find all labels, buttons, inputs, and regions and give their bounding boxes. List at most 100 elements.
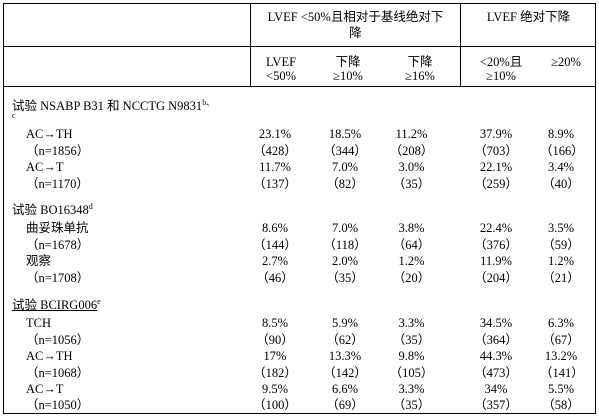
col5-header: ≥20% [551,55,581,69]
arm-sample-size: （n=1856） [26,143,90,158]
percent-cell: 8.6% [261,221,289,236]
count-cell: （364） [474,332,518,347]
trial-heading: 试验 NSABP B31 和 NCCTG N9831b、 [12,97,215,113]
percent-cell: 23.1% [258,127,292,142]
count-cell: （90） [256,332,294,347]
col3-header-line2: ≥16% [405,69,435,83]
arm-name: 曲妥珠单抗 [26,221,89,236]
trial-title: 试验 BO16348 [12,203,89,217]
count-cell: （142） [323,365,367,380]
percent-cell: 7.0% [331,160,359,175]
col2-header-line1: 下降 [335,55,361,69]
count-cell: （20） [392,270,431,285]
percent-cell: 11.7% [259,160,291,175]
header-group1-line2: 降 [349,26,362,40]
percent-cell: 8.5% [261,316,289,331]
count-cell: （82） [326,176,364,191]
col4-header-line1: <20%且 [479,55,523,69]
count-cell: （35） [392,176,431,191]
count-cell: （141） [540,365,584,380]
trial-footnote-marker: e [97,296,101,306]
header-group2: LVEF 绝对下降 [486,10,571,24]
count-cell: （208） [389,143,434,158]
count-cell: （137） [253,176,297,191]
percent-cell: 22.4% [479,221,513,236]
count-cell: （35） [326,270,364,285]
trial-heading: 试验 BCIRG006e [12,296,101,312]
percent-cell: 6.3% [547,316,575,331]
percent-cell: 34% [484,382,508,396]
count-cell: （105） [389,365,434,380]
trial-heading: 试验 BO16348d [12,202,93,217]
arm-name: AC→TH [26,349,73,364]
arm-sample-size: （n=1170） [26,176,89,191]
arm-sample-size: （n=1056） [26,332,90,347]
col4-header-line2: ≥10% [486,69,516,83]
arm-sample-size: （n=1068） [26,365,90,380]
col2-header-line2: ≥10% [333,69,363,83]
count-cell: （40） [542,176,580,191]
percent-cell: 1.2% [547,254,575,269]
count-cell: （259） [474,176,518,191]
percent-cell: 18.5% [328,127,362,142]
percent-cell: 17% [263,349,287,364]
trial-title: 试验 NSABP B31 和 NCCTG N9831 [12,99,203,113]
arm-sample-size: （n=1678） [26,237,90,252]
col3-header-line1: 下降 [407,55,433,69]
count-cell: （182） [253,365,297,380]
percent-cell: 11.2% [395,127,428,142]
count-cell: （46） [256,270,294,285]
header-divider [3,46,596,47]
arm-name: AC→TH [26,127,73,142]
count-cell: （35） [392,332,431,347]
percent-cell: 44.3% [479,349,513,364]
count-cell: （376） [474,237,518,252]
percent-cell: 9.8% [398,349,425,364]
arm-name: AC→T [26,382,64,396]
percent-cell: 3.8% [398,221,425,236]
col1-header-line1: LVEF [265,55,297,69]
percent-cell: 6.6% [331,382,359,396]
count-cell: （204） [474,270,518,285]
count-cell: （21） [542,270,580,285]
count-cell: （100） [253,398,297,413]
count-cell: （357） [474,398,518,413]
count-cell: （166） [540,143,584,158]
percent-cell: 9.5% [261,382,289,396]
count-cell: （59） [542,237,580,252]
percent-cell: 11.9% [480,254,512,269]
percent-cell: 2.7% [261,254,289,269]
percent-cell: 3.0% [398,160,425,175]
trial-footnote-continued: c [12,111,16,120]
count-cell: （69） [326,398,364,413]
percent-cell: 13.2% [544,349,578,364]
percent-cell: 5.5% [547,382,575,396]
count-cell: （144） [253,237,297,252]
percent-cell: 3.5% [547,221,575,236]
header-group1-line1: LVEF <50%且相对于基线绝对下 [267,10,444,24]
percent-cell: 2.0% [331,254,359,269]
count-cell: （67） [542,332,580,347]
count-cell: （35） [392,398,431,413]
arm-sample-size: （n=1708） [26,270,90,285]
percent-cell: 8.9% [547,127,575,142]
count-cell: （62） [326,332,364,347]
count-cell: （64） [392,237,431,252]
percent-cell: 3.3% [398,316,425,331]
count-cell: （118） [323,237,367,252]
count-cell: （428） [253,143,297,158]
arm-sample-size: （n=1050） [26,398,90,413]
table-frame [3,3,596,414]
percent-cell: 34.5% [479,316,513,331]
arm-name: TCH [26,316,51,331]
arm-name: 观察 [26,254,52,269]
count-cell: （473） [474,365,518,380]
percent-cell: 1.2% [398,254,425,269]
percent-cell: 7.0% [331,221,359,236]
percent-cell: 3.3% [398,382,425,396]
count-cell: （58） [542,398,580,413]
count-cell: （344） [323,143,367,158]
trial-title: 试验 BCIRG006 [12,298,98,312]
trial-footnote-marker: b、 [202,97,215,107]
header-column-rule [460,3,461,86]
